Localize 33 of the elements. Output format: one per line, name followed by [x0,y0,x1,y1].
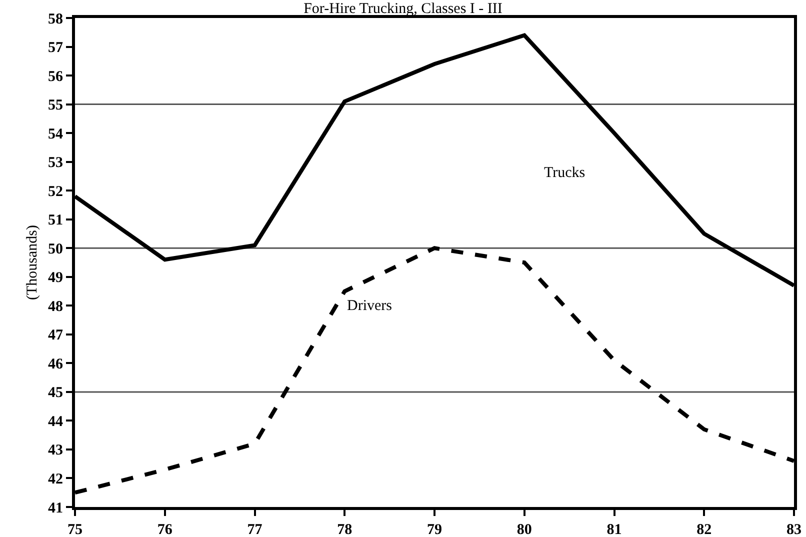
y-tick-label: 49 [48,270,63,286]
x-tick-label: 81 [606,522,622,537]
x-tick-label: 75 [68,522,82,537]
y-tick-label: 47 [48,328,64,344]
y-tick-label: 41 [48,500,63,516]
y-tick-label: 43 [48,442,63,459]
y-tick-label: 58 [48,11,63,28]
y-tick-label: 56 [48,68,64,85]
x-tick-label: 79 [427,522,442,537]
x-tick-label: 76 [157,522,173,537]
y-tick-label: 54 [48,126,64,142]
chart-title: For-Hire Trucking, Classes I - III [304,1,502,18]
x-tick-label: 78 [337,522,352,537]
y-tick-label: 44 [48,414,64,430]
x-tick-label: 77 [247,522,263,537]
y-tick-label: 50 [48,241,63,258]
y-tick-label: 57 [48,40,64,56]
x-tick-label: 82 [696,522,712,537]
y-axis-title: (Thousands) [24,225,40,300]
line-series [75,246,794,495]
y-tick-label: 46 [48,356,64,372]
series-label: Drivers [347,298,392,314]
line-series [75,33,794,288]
y-tick-label: 48 [48,298,63,315]
y-tick-label: 52 [48,184,63,200]
y-tick-label: 45 [48,385,63,402]
y-tick-label: 55 [48,98,63,114]
x-tick-label: 80 [516,522,532,537]
x-tick-label: 83 [786,522,802,537]
text: Trucks [544,165,586,181]
y-tick-label: 51 [48,212,63,229]
y-tick-label: 53 [48,155,63,172]
y-tick-label: 42 [48,471,63,488]
